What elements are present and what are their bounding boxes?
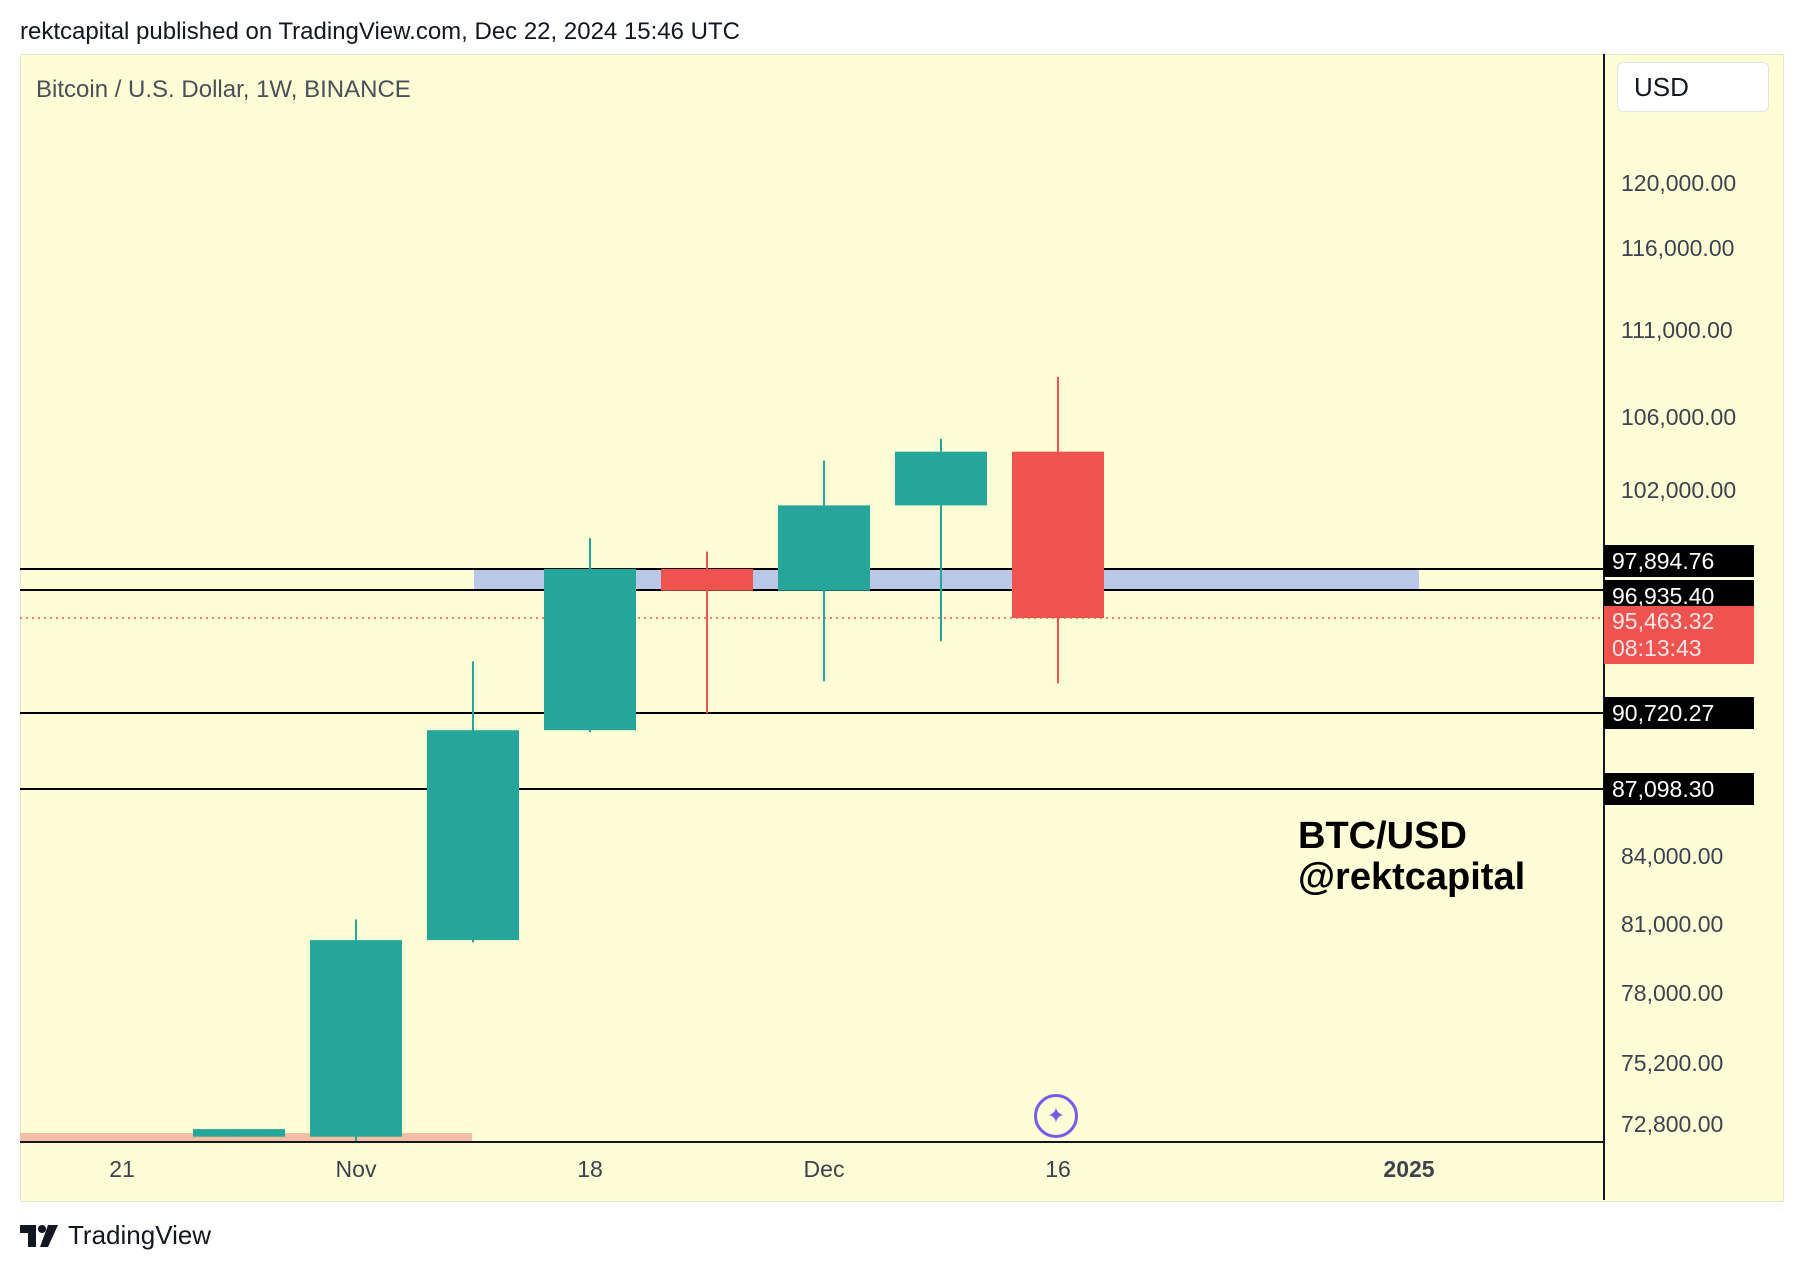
watermark-line-1: BTC/USD xyxy=(1298,815,1467,857)
time-tick-label: Nov xyxy=(335,1156,377,1182)
candle-body-2024-11-11 xyxy=(427,730,519,941)
last-price-tag: 95,463.32 08:13:43 xyxy=(1604,606,1754,664)
price-tick-label: 116,000.00 xyxy=(1621,235,1735,261)
time-tick-label: 2025 xyxy=(1383,1156,1435,1182)
bar-countdown: 08:13:43 xyxy=(1612,635,1702,661)
price-tick-label: 78,000.00 xyxy=(1621,980,1724,1006)
candle-body-2024-11-25 xyxy=(661,568,753,591)
price-tick-label: 72,800.00 xyxy=(1621,1111,1724,1137)
tradingview-footer[interactable]: TradingView xyxy=(20,1220,211,1251)
candle-body-2024-10-28 xyxy=(193,1129,285,1137)
price-tick-label: 111,000.00 xyxy=(1621,317,1733,343)
currency-button[interactable]: USD xyxy=(1617,62,1769,112)
price-tick-label: 106,000.00 xyxy=(1621,404,1737,430)
symbol-title[interactable]: Bitcoin / U.S. Dollar, 1W, BINANCE xyxy=(36,76,411,103)
candle-body-2024-11-04 xyxy=(310,940,402,1137)
time-tick-label: 18 xyxy=(577,1156,603,1182)
bottom-zone xyxy=(20,1133,472,1142)
published-header: rektcapital published on TradingView.com… xyxy=(20,18,740,45)
star-navigation-icon[interactable]: ✦ xyxy=(1034,1094,1078,1138)
plot-area xyxy=(20,376,1604,1142)
candle-body-2024-11-18 xyxy=(544,568,636,731)
level-price-tag: 97,894.76 xyxy=(1604,545,1754,577)
price-tick-label: 102,000.00 xyxy=(1621,477,1737,503)
last-price-value: 95,463.32 xyxy=(1612,608,1715,634)
price-tick-label: 84,000.00 xyxy=(1621,843,1724,869)
tradingview-logo-icon xyxy=(20,1224,58,1247)
price-tick-label: 75,200.00 xyxy=(1621,1050,1724,1076)
time-tick-label: Dec xyxy=(803,1156,845,1182)
price-tick-label: 81,000.00 xyxy=(1621,911,1724,937)
candle-body-2024-12-16 xyxy=(1012,451,1104,618)
level-price-tag: 87,098.30 xyxy=(1604,773,1754,805)
time-tick-label: 16 xyxy=(1045,1156,1071,1182)
chart-watermark: BTC/USD @rektcapital xyxy=(1298,816,1525,898)
time-tick-label: 21 xyxy=(109,1156,135,1182)
price-tick-label: 120,000.00 xyxy=(1621,170,1737,196)
tradingview-brand: TradingView xyxy=(68,1220,212,1250)
level-price-tag: 90,720.27 xyxy=(1604,697,1754,729)
candle-body-2024-12-02 xyxy=(778,505,870,591)
candle-body-2024-12-09 xyxy=(895,451,987,506)
watermark-line-2: @rektcapital xyxy=(1298,856,1526,898)
